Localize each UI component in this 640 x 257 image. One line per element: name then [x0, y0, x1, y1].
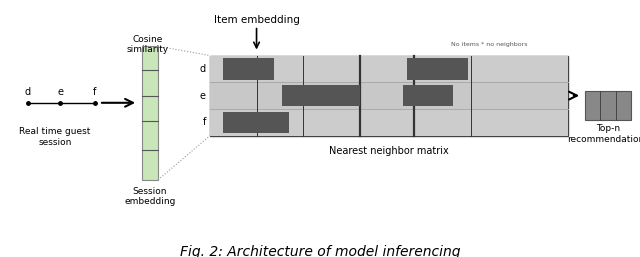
- Text: Top-n
recommendations: Top-n recommendations: [567, 124, 640, 144]
- Text: e: e: [200, 91, 206, 100]
- Text: Session
embedding: Session embedding: [124, 187, 176, 206]
- Text: f: f: [93, 87, 97, 97]
- Bar: [210, 82, 568, 109]
- Text: Cosine
similarity: Cosine similarity: [127, 35, 169, 54]
- Bar: [223, 112, 289, 133]
- Bar: [210, 56, 568, 136]
- Text: d: d: [200, 64, 206, 74]
- Bar: [585, 91, 631, 120]
- Text: d: d: [25, 87, 31, 97]
- Text: Nearest neighbor matrix: Nearest neighbor matrix: [329, 146, 449, 156]
- Bar: [282, 85, 360, 106]
- Text: Fig. 2: Architecture of model inferencing: Fig. 2: Architecture of model inferencin…: [180, 245, 460, 257]
- Text: Item embedding: Item embedding: [214, 15, 300, 25]
- Text: No items * no neighbors: No items * no neighbors: [451, 42, 527, 47]
- Bar: [223, 58, 275, 80]
- Text: f: f: [203, 117, 206, 127]
- Text: e: e: [57, 87, 63, 97]
- Text: Real time guest
session: Real time guest session: [19, 127, 91, 147]
- Bar: [210, 109, 568, 136]
- Bar: [210, 56, 568, 82]
- Bar: [142, 46, 158, 180]
- Bar: [407, 58, 468, 80]
- Bar: [403, 85, 454, 106]
